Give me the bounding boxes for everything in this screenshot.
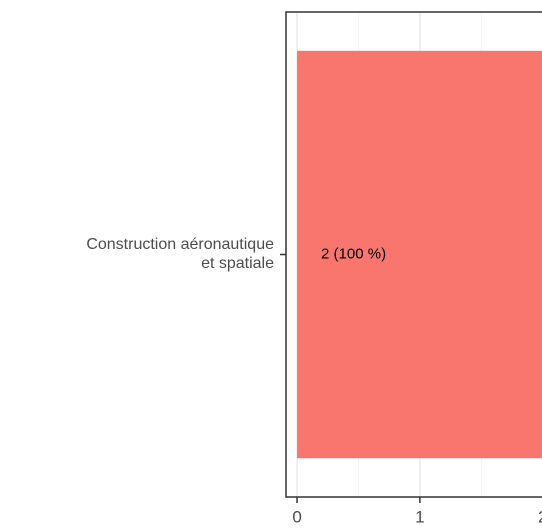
- y-tick-label: Construction aéronautique et spatiale: [86, 236, 274, 272]
- data-label: 2 (100 %): [321, 245, 386, 262]
- x-tick-label: 1: [415, 507, 424, 526]
- x-tick-label: 2: [538, 507, 542, 526]
- bar: [297, 50, 542, 459]
- x-tick-label: 0: [292, 507, 301, 526]
